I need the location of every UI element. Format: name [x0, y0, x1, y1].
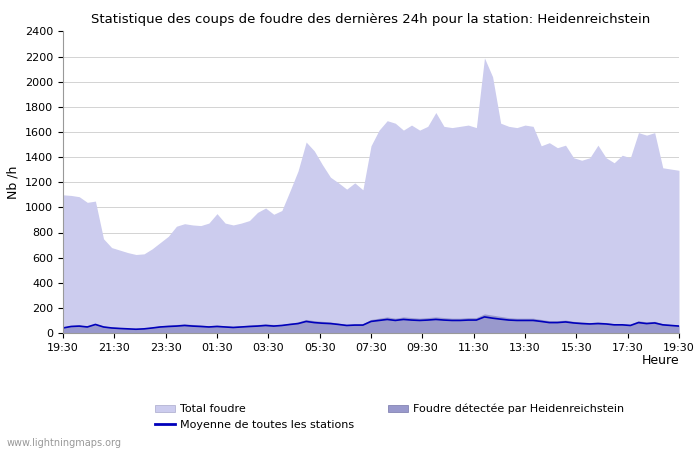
Text: Heure: Heure [641, 354, 679, 367]
Y-axis label: Nb /h: Nb /h [6, 166, 20, 199]
Text: www.lightningmaps.org: www.lightningmaps.org [7, 438, 122, 448]
Title: Statistique des coups de foudre des dernières 24h pour la station: Heidenreichst: Statistique des coups de foudre des dern… [92, 13, 650, 26]
Legend: Total foudre, Moyenne de toutes les stations, Foudre détectée par Heidenreichste: Total foudre, Moyenne de toutes les stat… [155, 404, 624, 430]
